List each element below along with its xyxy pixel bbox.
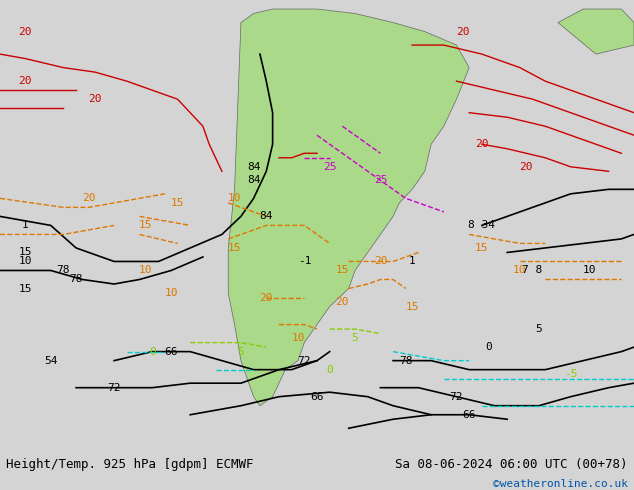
- Text: 72: 72: [297, 356, 311, 366]
- Text: 66: 66: [310, 392, 324, 402]
- Polygon shape: [228, 9, 469, 406]
- Text: 20: 20: [519, 162, 533, 172]
- Text: 20: 20: [475, 139, 489, 149]
- Text: 66: 66: [164, 346, 178, 357]
- Text: 5: 5: [352, 333, 358, 343]
- Text: 15: 15: [228, 243, 242, 253]
- Text: 0: 0: [149, 346, 155, 357]
- Text: 20: 20: [373, 256, 387, 267]
- Text: ©weatheronline.co.uk: ©weatheronline.co.uk: [493, 479, 628, 489]
- Text: 15: 15: [171, 198, 184, 208]
- Text: 10: 10: [513, 266, 527, 275]
- Text: 20: 20: [335, 297, 349, 307]
- Text: 84: 84: [247, 175, 261, 185]
- Text: 20: 20: [88, 94, 102, 104]
- Text: 10: 10: [228, 194, 242, 203]
- Text: 25: 25: [373, 175, 387, 185]
- Text: 10: 10: [291, 333, 305, 343]
- Text: Height/Temp. 925 hPa [gdpm] ECMWF: Height/Temp. 925 hPa [gdpm] ECMWF: [6, 458, 254, 471]
- Text: 78: 78: [56, 266, 70, 275]
- Text: 84: 84: [247, 162, 261, 172]
- Text: 20: 20: [18, 76, 32, 86]
- Text: 20: 20: [456, 26, 470, 37]
- Text: 66: 66: [462, 410, 476, 420]
- Text: 78: 78: [399, 356, 413, 366]
- Text: 25: 25: [323, 162, 337, 172]
- Text: 15: 15: [18, 284, 32, 294]
- Text: 1: 1: [409, 256, 415, 267]
- Text: 10: 10: [139, 266, 153, 275]
- Text: 84: 84: [259, 211, 273, 221]
- Text: 15: 15: [475, 243, 489, 253]
- Text: 0: 0: [327, 365, 333, 375]
- Text: 5: 5: [536, 324, 542, 334]
- Text: 10: 10: [164, 288, 178, 298]
- Text: 72: 72: [107, 383, 121, 392]
- Text: -1: -1: [297, 256, 311, 267]
- Text: 15: 15: [335, 266, 349, 275]
- Text: 20: 20: [82, 194, 96, 203]
- Text: 20: 20: [259, 293, 273, 302]
- Text: 78: 78: [69, 274, 83, 285]
- Text: 8 34: 8 34: [469, 220, 495, 230]
- Text: 10: 10: [18, 256, 32, 267]
- Text: Sa 08-06-2024 06:00 UTC (00+78): Sa 08-06-2024 06:00 UTC (00+78): [395, 458, 628, 471]
- Text: 20: 20: [18, 26, 32, 37]
- Polygon shape: [558, 9, 634, 54]
- Text: 54: 54: [44, 356, 58, 366]
- Text: 5: 5: [238, 346, 244, 357]
- Text: 72: 72: [450, 392, 463, 402]
- Text: 15: 15: [18, 247, 32, 257]
- Text: 15: 15: [405, 301, 419, 312]
- Text: 15: 15: [139, 220, 153, 230]
- Text: 0: 0: [485, 342, 491, 352]
- Text: -5: -5: [564, 369, 578, 379]
- Text: 10: 10: [583, 266, 597, 275]
- Text: 7 8: 7 8: [522, 266, 543, 275]
- Text: 1: 1: [22, 220, 29, 230]
